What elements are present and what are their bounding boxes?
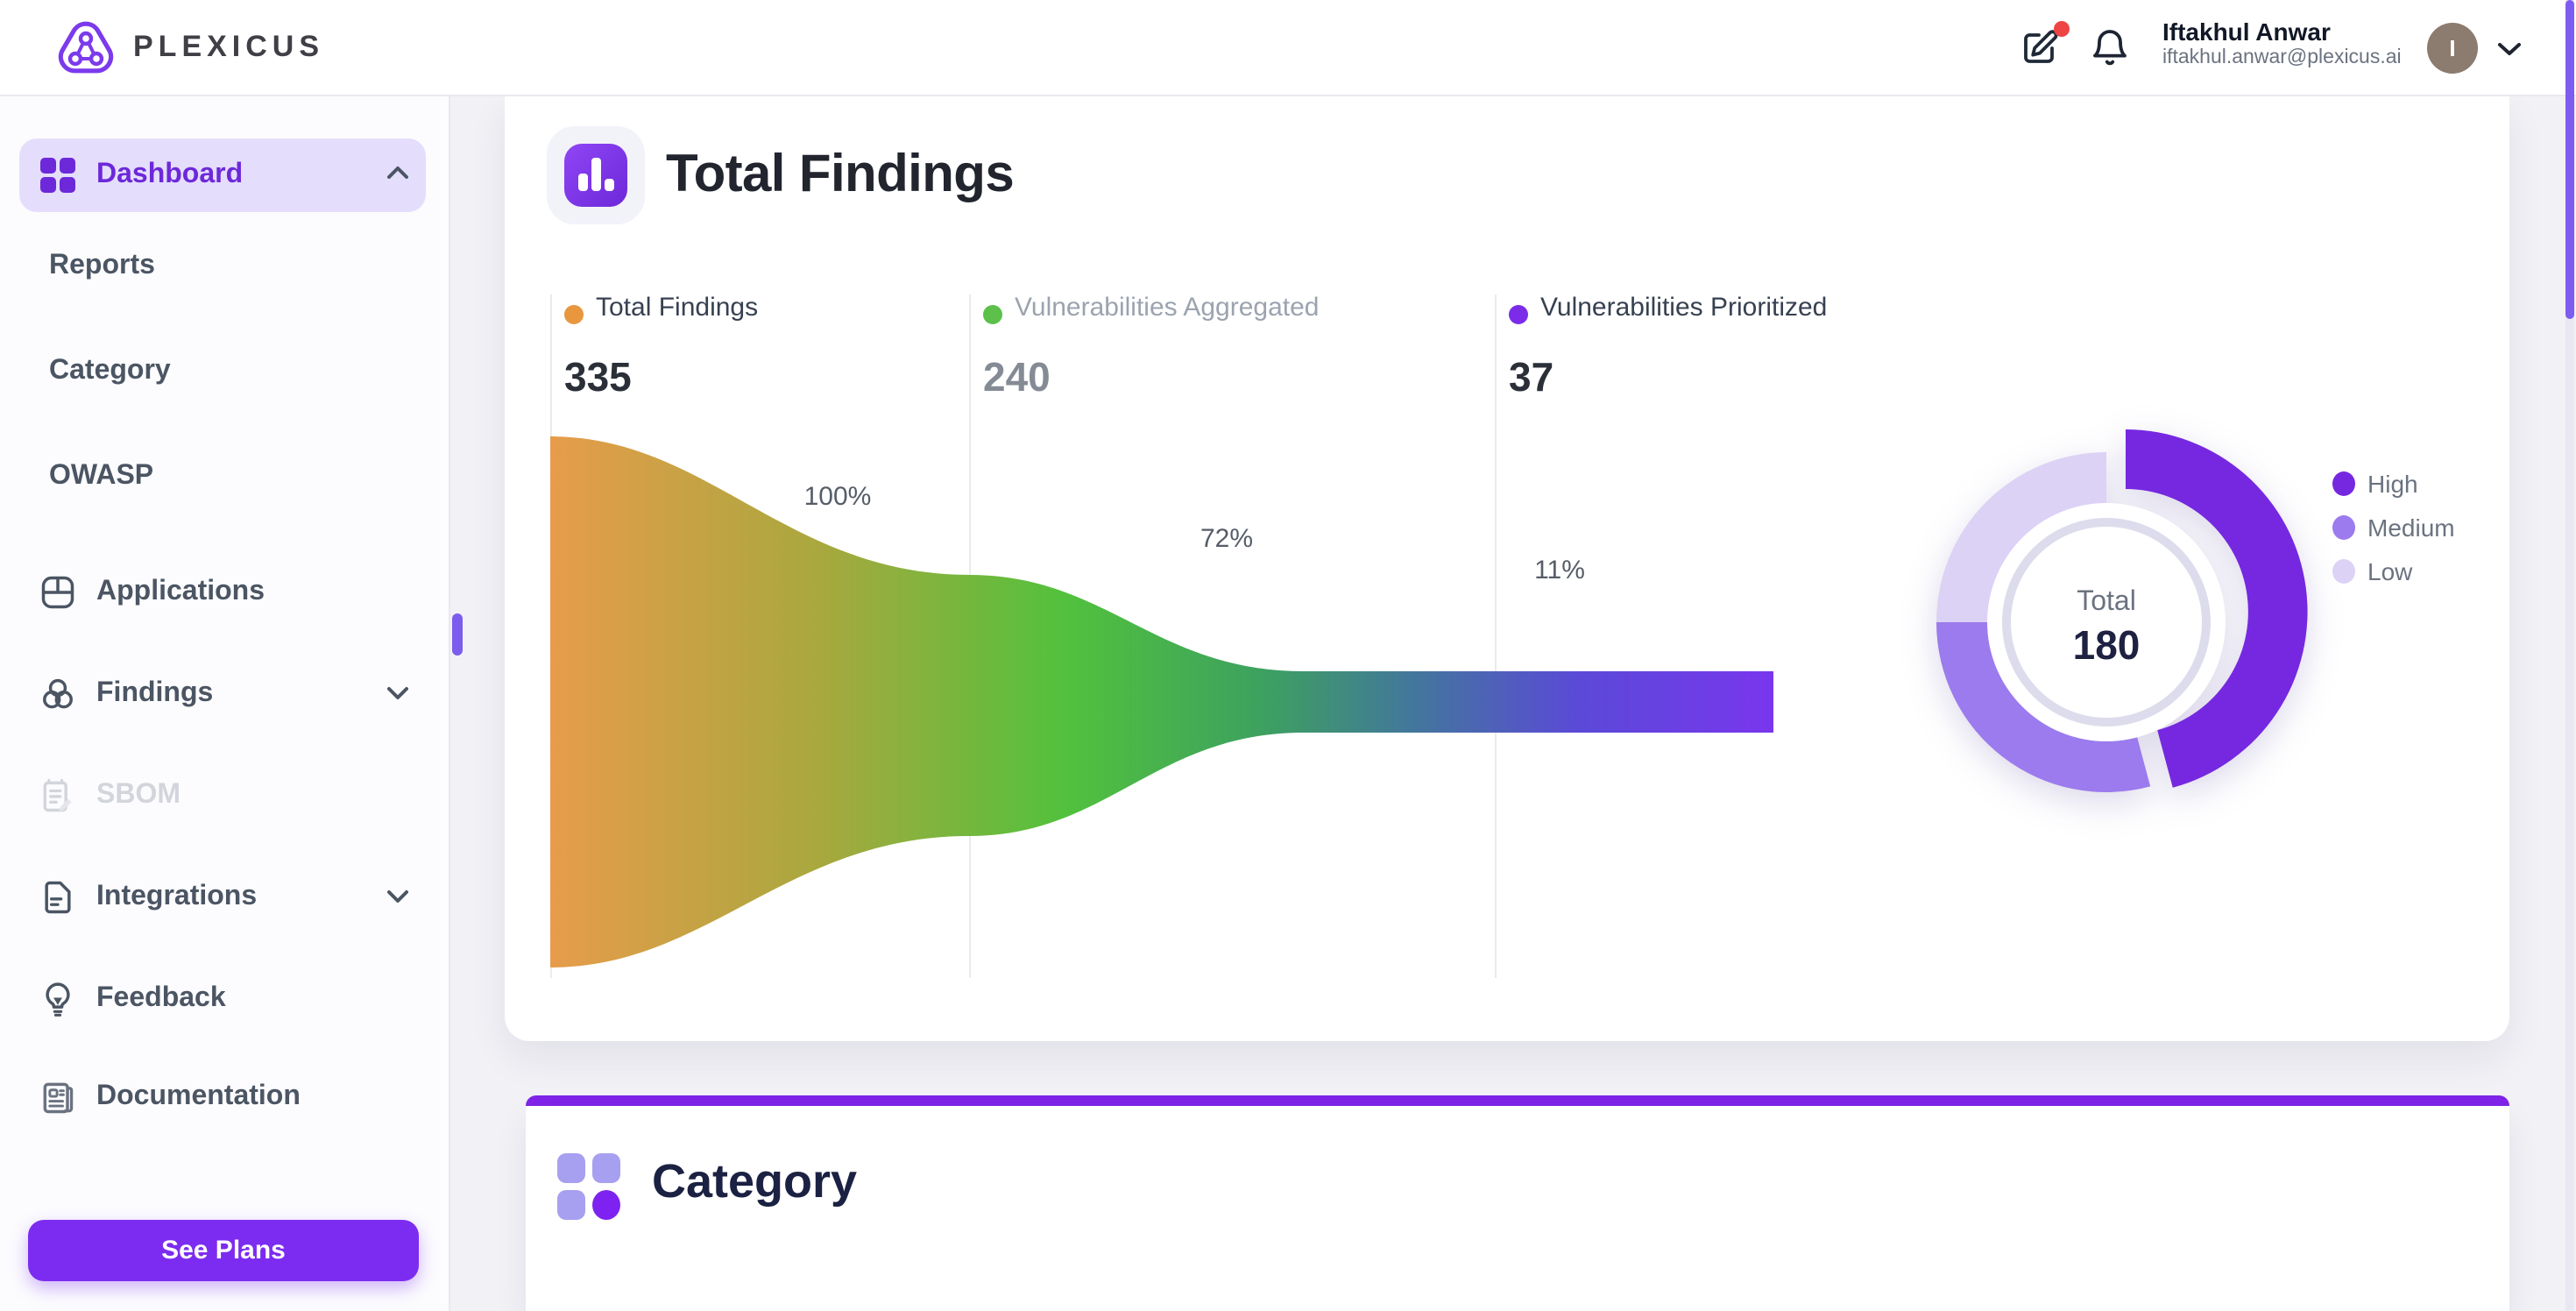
sidebar-item-category[interactable]: Category	[0, 337, 449, 407]
category-card-accent-bar	[526, 1095, 2509, 1106]
sidebar-item-documentation[interactable]: Documentation	[0, 1062, 449, 1132]
donut-legend-item-low: Low	[2332, 557, 2412, 585]
funnel-chart	[550, 428, 1777, 974]
legend-dot-medium	[2332, 515, 2355, 540]
stage-dot-vulnerabilities-prioritized	[1509, 305, 1528, 324]
dashboard-grid-icon	[39, 156, 77, 195]
documentation-icon	[39, 1078, 77, 1116]
card-icon-tile	[547, 126, 645, 224]
bell-icon	[2093, 30, 2127, 66]
compose-edit-button[interactable]	[2019, 21, 2070, 72]
sidebar-item-owasp[interactable]: OWASP	[0, 442, 449, 512]
feedback-lightbulb-icon	[39, 980, 77, 1018]
topbar: PLEXICUS Iftakhul Anwar iftakhul.anwar@p…	[0, 0, 2576, 96]
donut-center-label: Total	[2077, 585, 2136, 616]
pencil-square-icon	[2024, 30, 2058, 63]
user-name: Iftakhul Anwar	[2162, 18, 2331, 46]
see-plans-label: See Plans	[161, 1236, 286, 1265]
sidebar-item-label: Documentation	[96, 1081, 301, 1111]
notifications-button[interactable]	[2089, 26, 2134, 72]
plexicus-logo-icon	[54, 19, 117, 79]
see-plans-button[interactable]: See Plans	[28, 1220, 419, 1281]
legend-label: Low	[2367, 557, 2413, 585]
category-icon	[557, 1190, 585, 1220]
legend-label: High	[2367, 470, 2418, 498]
sidebar-item-label: Dashboard	[96, 159, 244, 189]
sidebar-active-highlight	[19, 138, 426, 212]
integrations-icon	[39, 878, 77, 917]
sidebar-item-feedback[interactable]: Feedback	[0, 964, 449, 1034]
avatar-initial: I	[2449, 35, 2456, 61]
chevron-up-icon	[382, 158, 417, 193]
sidebar-item-integrations[interactable]: Integrations	[0, 862, 449, 932]
sidebar: Dashboard Reports Category OWASP Applica…	[0, 95, 463, 1311]
funnel-gridline	[1495, 294, 1497, 978]
window-scrollbar[interactable]	[2565, 0, 2574, 1311]
sbom-icon	[39, 776, 77, 815]
sidebar-item-dashboard[interactable]: Dashboard	[0, 140, 449, 210]
funnel-percent-label: 72%	[1200, 524, 1254, 554]
donut-legend-item-high: High	[2332, 470, 2418, 498]
donut-legend-item-medium: Medium	[2332, 514, 2455, 542]
funnel-percent-label: 100%	[803, 482, 872, 512]
stage-value: 335	[564, 354, 632, 400]
bar-chart-icon	[564, 144, 627, 207]
category-icon	[557, 1153, 585, 1183]
chevron-down-icon	[2498, 43, 2521, 55]
sidebar-item-label: Integrations	[96, 882, 258, 911]
chevron-down-icon	[382, 677, 417, 712]
stage-dot-total-findings	[564, 305, 584, 324]
sidebar-item-label: Applications	[96, 577, 265, 606]
brand-name: PLEXICUS	[133, 30, 325, 63]
sidebar-item-label: OWASP	[49, 461, 154, 491]
donut-center-value: 180	[2073, 622, 2141, 668]
legend-dot-low	[2332, 559, 2355, 584]
stage-dot-vulnerabilities-aggregated	[983, 305, 1002, 324]
chevron-down-icon	[382, 880, 417, 915]
sidebar-scrollbar-thumb[interactable]	[452, 613, 463, 656]
funnel-percent-label: 11%	[1534, 556, 1585, 585]
sidebar-item-label: Feedback	[96, 983, 226, 1013]
stage-label: Vulnerabilities Aggregated	[1015, 293, 1320, 322]
card-title: Total Findings	[666, 145, 1015, 203]
donut-segment-high	[2126, 429, 2308, 788]
sidebar-item-findings[interactable]: Findings	[0, 659, 449, 729]
sidebar-item-label: Findings	[96, 678, 214, 708]
category-icon	[592, 1190, 620, 1220]
stage-value: 37	[1509, 354, 1554, 400]
legend-dot-high	[2332, 471, 2355, 496]
applications-icon	[39, 573, 77, 612]
stage-value: 240	[983, 354, 1051, 400]
sidebar-item-applications[interactable]: Applications	[0, 557, 449, 627]
stage-label: Vulnerabilities Prioritized	[1540, 293, 1828, 322]
legend-label: Medium	[2367, 514, 2455, 542]
sidebar-item-label: SBOM	[96, 780, 180, 810]
sidebar-item-sbom[interactable]: SBOM	[0, 761, 449, 831]
category-card: Category	[526, 1106, 2509, 1311]
notification-badge	[2054, 21, 2070, 37]
window-scrollbar-thumb[interactable]	[2565, 0, 2574, 319]
avatar[interactable]: I	[2427, 23, 2478, 74]
severity-donut-chart: Total 180	[1896, 421, 2317, 824]
category-icon	[592, 1153, 620, 1183]
sidebar-item-label: Category	[49, 356, 171, 386]
user-menu-chevron[interactable]	[2495, 39, 2523, 60]
total-findings-card: Total Findings Total Findings 335 Vulner…	[505, 95, 2509, 1041]
findings-icon	[39, 675, 77, 713]
card-title: Category	[652, 1154, 858, 1207]
user-email: iftakhul.anwar@plexicus.ai	[2162, 47, 2402, 68]
sidebar-item-label: Reports	[49, 251, 155, 280]
stage-label: Total Findings	[596, 293, 759, 322]
sidebar-item-reports[interactable]: Reports	[0, 231, 449, 301]
